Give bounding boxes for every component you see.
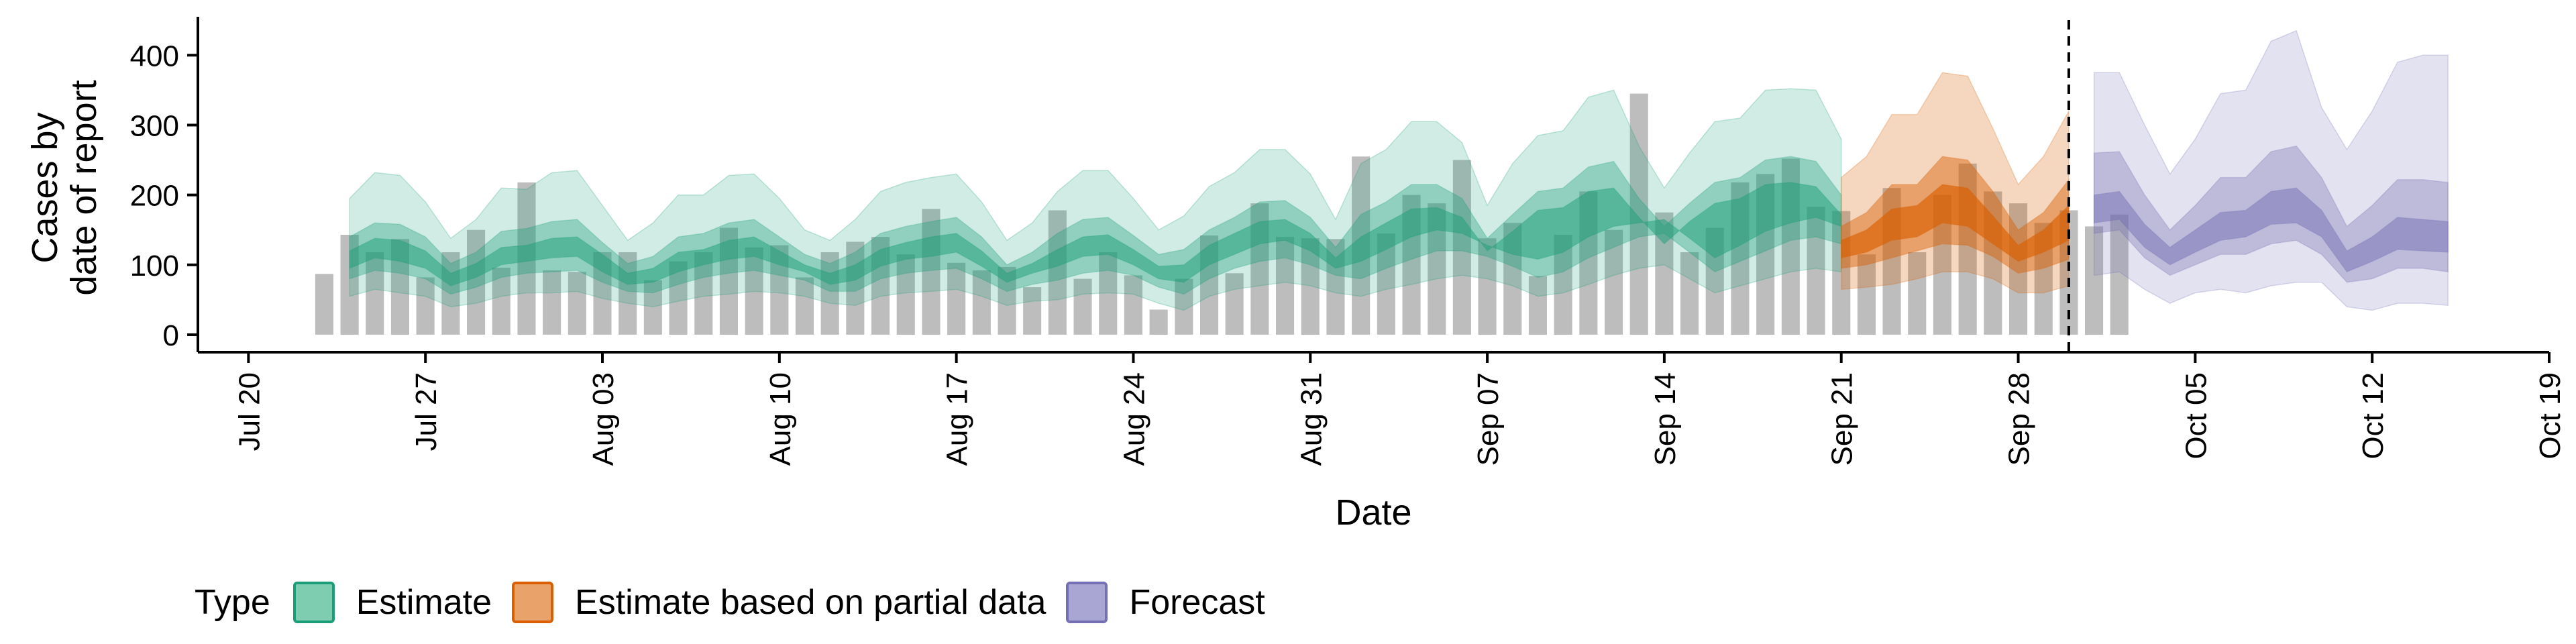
- axes: 0 100 200 300 400 Jul 20 Jul 27 Aug 03 Aug 10 Aug…: [130, 17, 2567, 466]
- x-tick-label: Sep 14: [1649, 372, 1682, 466]
- bar: [820, 252, 839, 335]
- bar: [922, 209, 941, 335]
- bar: [467, 229, 486, 335]
- x-tick-label: Sep 07: [1472, 372, 1505, 466]
- bar: [492, 268, 511, 335]
- bar: [441, 252, 460, 335]
- legend-item-partial: Estimate based on partial data: [512, 582, 1046, 623]
- bar: [643, 280, 662, 335]
- y-tick-label: 0: [163, 319, 179, 352]
- bar: [846, 241, 865, 335]
- bar: [2110, 214, 2129, 335]
- legend-label-estimate: Estimate: [356, 583, 492, 622]
- bar: [2009, 203, 2028, 335]
- legend-key-forecast: [1066, 582, 1108, 623]
- bar: [1023, 287, 1042, 335]
- legend-item-estimate: Estimate: [292, 582, 492, 623]
- bar: [1452, 160, 1471, 335]
- y-tick-label: 200: [130, 180, 179, 213]
- bar: [1807, 207, 1825, 335]
- bar: [896, 254, 915, 335]
- bar: [1073, 278, 1092, 335]
- bar: [1908, 252, 1927, 335]
- bar: [1276, 237, 1295, 335]
- estimate-bands: [349, 20, 2449, 352]
- bar: [1832, 211, 1851, 335]
- x-tick-label: Jul 20: [233, 372, 266, 451]
- x-tick-label: Aug 31: [1295, 372, 1328, 466]
- bar: [1149, 309, 1168, 335]
- bar: [1857, 254, 1876, 335]
- y-tick-label: 100: [130, 250, 179, 282]
- bar: [1605, 229, 1623, 335]
- bar: [366, 252, 384, 335]
- bar: [1175, 278, 1193, 335]
- bar: [568, 272, 586, 335]
- axis-labels: Date Cases bydate of report: [25, 80, 1412, 533]
- x-tick-label: Aug 10: [764, 372, 797, 466]
- y-axis-title-line: Cases by: [25, 112, 65, 263]
- bar: [619, 252, 637, 335]
- bar: [1680, 252, 1699, 335]
- bar: [315, 274, 333, 335]
- bar: [416, 277, 435, 335]
- x-tick-label: Jul 27: [410, 372, 443, 451]
- band-estimate-based-on-partial-data-20: [1840, 184, 2070, 262]
- legend-key-partial: [512, 582, 554, 623]
- legend-title: Type: [195, 583, 270, 622]
- bar: [1225, 273, 1244, 335]
- y-axis-title-line: date of report: [64, 80, 104, 295]
- legend-item-forecast: Forecast: [1066, 582, 1265, 623]
- band-estimate-20: [349, 182, 1842, 286]
- bar: [745, 247, 763, 335]
- x-tick-label: Sep 28: [2003, 372, 2036, 466]
- x-tick-label: Oct 12: [2357, 372, 2390, 460]
- bar: [1124, 275, 1142, 335]
- x-tick-label: Aug 03: [587, 372, 620, 466]
- bar: [795, 277, 814, 335]
- x-axis-title: Date: [1335, 492, 1411, 533]
- legend: Type Estimate Estimate based on partial …: [195, 576, 1285, 629]
- x-tick-label: Aug 17: [941, 372, 974, 466]
- band-forecast-20: [2093, 187, 2449, 273]
- legend-label-forecast: Forecast: [1129, 583, 1265, 622]
- x-tick-label: Oct 19: [2534, 372, 2567, 460]
- x-tick-label: Aug 24: [1118, 372, 1150, 466]
- x-tick-label: Sep 21: [1826, 372, 1859, 466]
- y-axis-title: Cases bydate of report: [25, 80, 104, 295]
- legend-key-estimate: [292, 582, 335, 623]
- x-tick-label: Oct 05: [2180, 372, 2212, 460]
- bar: [1528, 276, 1547, 335]
- bar: [1478, 238, 1497, 335]
- legend-label-partial: Estimate based on partial data: [575, 583, 1046, 622]
- bar: [2085, 226, 2104, 335]
- bar: [543, 270, 561, 335]
- bar: [1099, 252, 1118, 335]
- bar: [972, 270, 991, 335]
- y-tick-label: 400: [130, 40, 179, 72]
- bar: [1048, 210, 1067, 335]
- bar: [947, 262, 966, 335]
- y-tick-label: 300: [130, 109, 179, 142]
